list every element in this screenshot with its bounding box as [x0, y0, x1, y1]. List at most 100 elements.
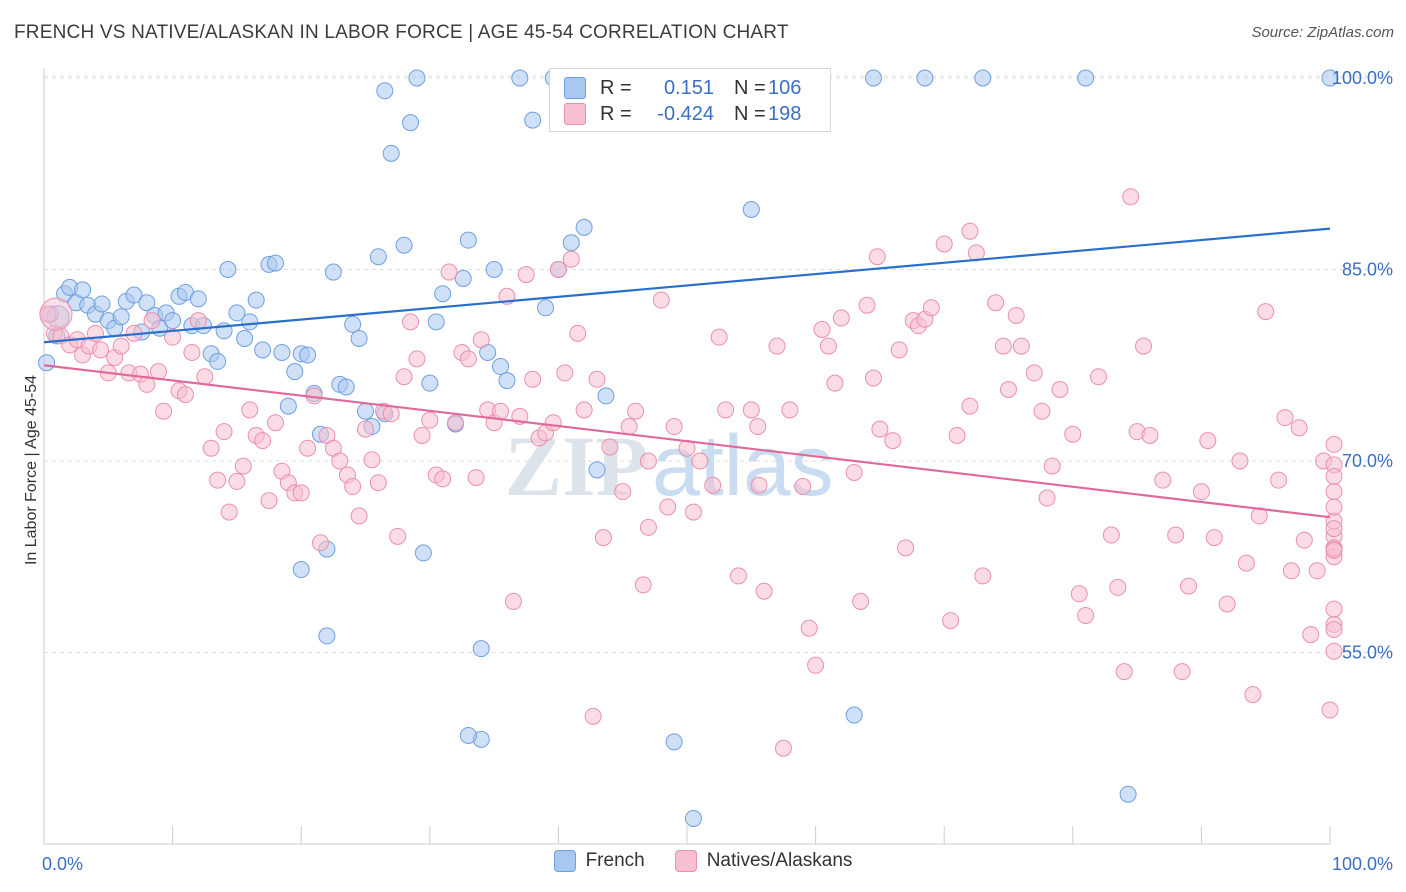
- french-point: [292, 561, 310, 579]
- natives-point: [1077, 606, 1095, 624]
- natives-point: [254, 432, 272, 450]
- french-point: [916, 69, 934, 87]
- natives-point: [395, 368, 413, 386]
- natives-point: [459, 350, 477, 368]
- natives-point: [1308, 562, 1326, 580]
- natives-point: [1302, 626, 1320, 644]
- french-point: [369, 248, 387, 266]
- natives-point: [1090, 368, 1108, 386]
- y-tick-label: 100.0%: [1332, 68, 1393, 88]
- french-legend-swatch: [553, 850, 576, 872]
- natives-point: [196, 368, 214, 386]
- natives-point: [826, 374, 844, 392]
- natives-point: [948, 426, 966, 444]
- natives-point: [1325, 467, 1343, 485]
- french-point: [459, 726, 477, 744]
- french-point: [241, 313, 259, 331]
- natives-point: [1325, 621, 1343, 639]
- natives-point: [864, 369, 882, 387]
- natives-point: [1321, 701, 1339, 719]
- natives-point: [961, 397, 979, 415]
- natives-point: [620, 418, 638, 436]
- natives-point: [781, 401, 799, 419]
- natives-point: [92, 341, 110, 359]
- natives-point: [710, 328, 728, 346]
- natives-trendline: [43, 364, 1331, 519]
- french-point: [402, 114, 420, 132]
- french-point: [492, 358, 510, 376]
- natives-point: [1000, 381, 1017, 399]
- natives-point: [742, 401, 760, 419]
- natives-point: [215, 423, 233, 441]
- natives-point: [794, 478, 812, 496]
- natives-point: [1192, 483, 1210, 501]
- natives-point: [704, 476, 722, 494]
- french-swatch: [564, 77, 586, 99]
- natives-point: [112, 337, 130, 355]
- natives-point: [729, 567, 747, 585]
- french-point: [421, 374, 439, 392]
- french-point: [273, 343, 291, 361]
- natives-point: [652, 291, 670, 309]
- natives-point: [994, 337, 1012, 355]
- natives-point: [639, 452, 657, 470]
- french-point: [74, 281, 92, 299]
- french-point: [125, 286, 143, 304]
- trendlines: [43, 227, 1331, 519]
- natives-point: [922, 299, 940, 317]
- natives-point: [1012, 337, 1030, 355]
- natives-point: [868, 248, 886, 266]
- natives-point: [1325, 600, 1343, 618]
- french-point: [279, 397, 297, 415]
- natives-point: [447, 414, 465, 432]
- natives-point: [363, 451, 381, 469]
- french-point: [164, 312, 182, 330]
- natives-point: [1325, 541, 1343, 559]
- natives-point: [299, 439, 317, 457]
- axes: [43, 68, 1331, 845]
- french-point: [138, 294, 156, 312]
- bottom-legend: French Natives/Alaskans: [0, 850, 1406, 872]
- natives-point: [1122, 188, 1140, 206]
- legend-french-n: 106: [768, 76, 802, 99]
- natives-point: [413, 426, 431, 444]
- natives-point: [1244, 686, 1262, 704]
- natives-point: [639, 518, 657, 536]
- tick-labels: 55.0% 70.0% 85.0% 100.0% 0.0% 100.0%: [42, 68, 1393, 874]
- natives-point: [382, 405, 400, 423]
- natives-point: [266, 414, 284, 432]
- svg-text:atlas: atlas: [652, 418, 834, 514]
- natives-point: [961, 222, 979, 240]
- french-point: [357, 402, 374, 420]
- natives-point: [467, 469, 485, 487]
- natives-point: [858, 296, 876, 314]
- natives-point: [434, 470, 452, 488]
- natives-point: [627, 402, 645, 420]
- natives-point-large: [39, 297, 73, 331]
- french-point: [112, 308, 130, 326]
- natives-point: [1325, 642, 1343, 660]
- french-point: [562, 234, 580, 252]
- natives-point: [1295, 531, 1313, 549]
- natives-point: [691, 452, 709, 470]
- natives-point: [1141, 426, 1159, 444]
- french-point: [427, 313, 445, 331]
- bottom-legend-french: French: [553, 850, 645, 872]
- y-axis-label: In Labor Force | Age 45-54: [23, 375, 40, 565]
- natives-point: [556, 364, 574, 382]
- natives-point: [176, 386, 194, 404]
- natives-point: [1115, 663, 1133, 681]
- french-point: [299, 346, 317, 364]
- legend-natives-n: 198: [768, 102, 802, 125]
- french-point: [575, 218, 593, 236]
- natives-point: [472, 331, 490, 349]
- natives-point: [1173, 663, 1191, 681]
- natives-point: [389, 527, 407, 545]
- french-trendline: [43, 227, 1331, 344]
- french-point: [524, 111, 542, 129]
- natives-point: [1276, 409, 1294, 427]
- x-tick-label-max: 100.0%: [1332, 854, 1393, 874]
- natives-point: [665, 418, 683, 436]
- french-point: [395, 236, 413, 254]
- natives-point: [189, 312, 207, 330]
